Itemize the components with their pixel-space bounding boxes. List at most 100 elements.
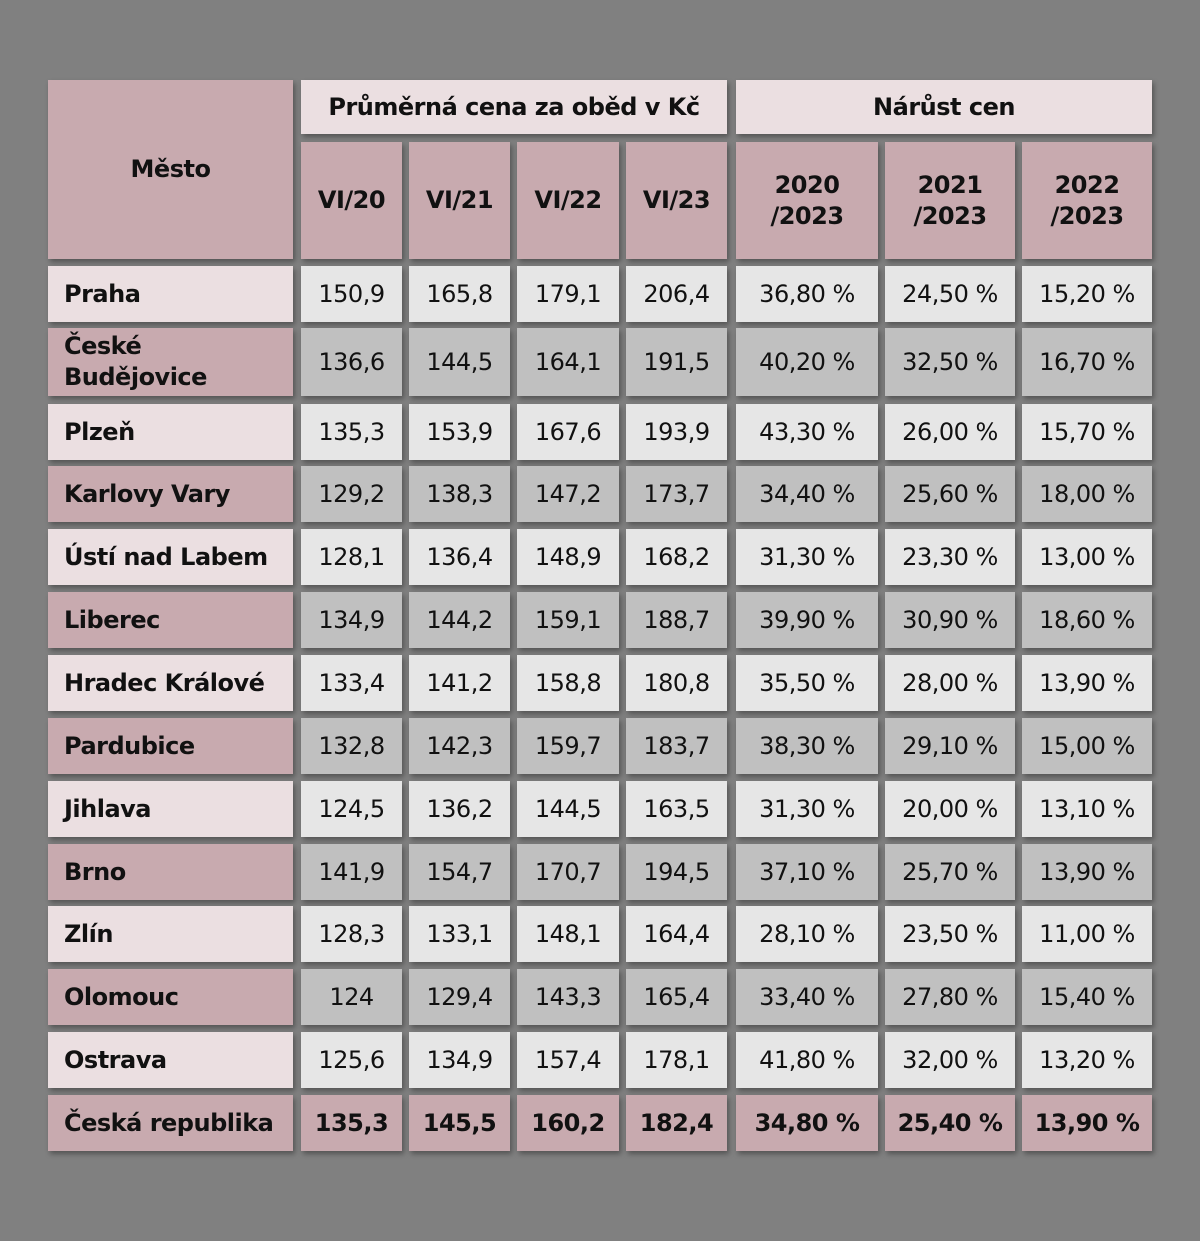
value-cell: 134,9	[409, 1032, 510, 1088]
column-header: 2021 /2023	[885, 142, 1015, 259]
value-cell: 144,5	[409, 328, 510, 396]
value-cell: 148,9	[517, 529, 619, 585]
value-cell: 143,3	[517, 969, 619, 1025]
value-cell: 11,00 %	[1022, 906, 1152, 962]
value-cell: 167,6	[517, 404, 619, 460]
value-cell: 28,10 %	[736, 906, 878, 962]
value-cell: 128,3	[301, 906, 402, 962]
value-cell: 194,5	[626, 844, 727, 900]
value-cell: 173,7	[626, 466, 727, 522]
city-cell: Česká republika	[48, 1095, 293, 1151]
city-cell: Karlovy Vary	[48, 466, 293, 522]
value-cell: 157,4	[517, 1032, 619, 1088]
value-cell: 13,20 %	[1022, 1032, 1152, 1088]
value-cell: 159,1	[517, 592, 619, 648]
value-cell: 141,9	[301, 844, 402, 900]
value-cell: 144,2	[409, 592, 510, 648]
value-cell: 15,20 %	[1022, 266, 1152, 322]
value-cell: 13,90 %	[1022, 655, 1152, 711]
value-cell: 34,40 %	[736, 466, 878, 522]
value-cell: 138,3	[409, 466, 510, 522]
value-cell: 193,9	[626, 404, 727, 460]
value-cell: 135,3	[301, 404, 402, 460]
value-cell: 124,5	[301, 781, 402, 837]
value-cell: 144,5	[517, 781, 619, 837]
value-cell: 23,30 %	[885, 529, 1015, 585]
city-header: Město	[48, 80, 293, 259]
value-cell: 191,5	[626, 328, 727, 396]
value-cell: 18,60 %	[1022, 592, 1152, 648]
value-cell: 133,1	[409, 906, 510, 962]
value-cell: 163,5	[626, 781, 727, 837]
column-header: 2022 /2023	[1022, 142, 1152, 259]
value-cell: 170,7	[517, 844, 619, 900]
value-cell: 33,40 %	[736, 969, 878, 1025]
value-cell: 38,30 %	[736, 718, 878, 774]
value-cell: 124	[301, 969, 402, 1025]
value-cell: 27,80 %	[885, 969, 1015, 1025]
value-cell: 15,00 %	[1022, 718, 1152, 774]
value-cell: 178,1	[626, 1032, 727, 1088]
value-cell: 168,2	[626, 529, 727, 585]
column-header: VI/20	[301, 142, 402, 259]
city-cell: Zlín	[48, 906, 293, 962]
value-cell: 142,3	[409, 718, 510, 774]
value-cell: 128,1	[301, 529, 402, 585]
value-cell: 37,10 %	[736, 844, 878, 900]
value-cell: 182,4	[626, 1095, 727, 1151]
value-cell: 160,2	[517, 1095, 619, 1151]
value-cell: 164,4	[626, 906, 727, 962]
value-cell: 13,90 %	[1022, 844, 1152, 900]
value-cell: 133,4	[301, 655, 402, 711]
value-cell: 34,80 %	[736, 1095, 878, 1151]
value-cell: 25,70 %	[885, 844, 1015, 900]
city-cell: České Budějovice	[48, 328, 293, 396]
value-cell: 165,4	[626, 969, 727, 1025]
value-cell: 154,7	[409, 844, 510, 900]
column-header: VI/22	[517, 142, 619, 259]
value-cell: 159,7	[517, 718, 619, 774]
city-cell: Hradec Králové	[48, 655, 293, 711]
value-cell: 148,1	[517, 906, 619, 962]
value-cell: 41,80 %	[736, 1032, 878, 1088]
value-cell: 164,1	[517, 328, 619, 396]
city-cell: Liberec	[48, 592, 293, 648]
value-cell: 29,10 %	[885, 718, 1015, 774]
value-cell: 32,50 %	[885, 328, 1015, 396]
value-cell: 129,2	[301, 466, 402, 522]
value-cell: 28,00 %	[885, 655, 1015, 711]
value-cell: 40,20 %	[736, 328, 878, 396]
value-cell: 24,50 %	[885, 266, 1015, 322]
value-cell: 147,2	[517, 466, 619, 522]
value-cell: 32,00 %	[885, 1032, 1015, 1088]
city-cell: Ostrava	[48, 1032, 293, 1088]
value-cell: 180,8	[626, 655, 727, 711]
column-header: VI/21	[409, 142, 510, 259]
value-cell: 25,60 %	[885, 466, 1015, 522]
value-cell: 125,6	[301, 1032, 402, 1088]
value-cell: 183,7	[626, 718, 727, 774]
value-cell: 30,90 %	[885, 592, 1015, 648]
value-cell: 206,4	[626, 266, 727, 322]
city-cell: Plzeň	[48, 404, 293, 460]
value-cell: 129,4	[409, 969, 510, 1025]
value-cell: 35,50 %	[736, 655, 878, 711]
value-cell: 15,70 %	[1022, 404, 1152, 460]
value-cell: 153,9	[409, 404, 510, 460]
city-cell: Pardubice	[48, 718, 293, 774]
group-header: Nárůst cen	[736, 80, 1152, 134]
value-cell: 23,50 %	[885, 906, 1015, 962]
city-cell: Olomouc	[48, 969, 293, 1025]
value-cell: 26,00 %	[885, 404, 1015, 460]
value-cell: 132,8	[301, 718, 402, 774]
value-cell: 136,2	[409, 781, 510, 837]
value-cell: 31,30 %	[736, 529, 878, 585]
city-cell: Brno	[48, 844, 293, 900]
value-cell: 179,1	[517, 266, 619, 322]
value-cell: 13,00 %	[1022, 529, 1152, 585]
value-cell: 145,5	[409, 1095, 510, 1151]
value-cell: 39,90 %	[736, 592, 878, 648]
value-cell: 136,4	[409, 529, 510, 585]
value-cell: 15,40 %	[1022, 969, 1152, 1025]
value-cell: 25,40 %	[885, 1095, 1015, 1151]
